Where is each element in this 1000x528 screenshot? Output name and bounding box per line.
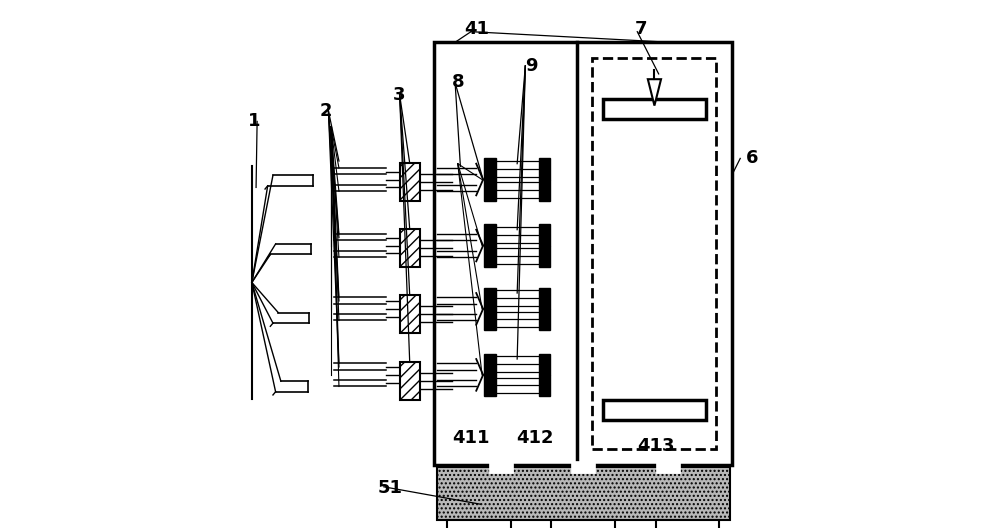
Bar bbox=[489, 461, 513, 473]
Bar bbox=[592, 58, 716, 449]
Bar bbox=[539, 180, 550, 201]
Bar bbox=[539, 158, 550, 180]
Text: 9: 9 bbox=[525, 57, 538, 75]
Bar bbox=[571, 461, 595, 473]
Bar bbox=[603, 400, 706, 420]
Bar bbox=[539, 309, 550, 330]
Text: 1: 1 bbox=[248, 112, 260, 130]
Text: 7: 7 bbox=[635, 20, 647, 38]
Bar bbox=[400, 229, 420, 267]
Bar bbox=[400, 295, 420, 333]
Text: 6: 6 bbox=[746, 149, 758, 167]
Bar bbox=[484, 375, 496, 396]
Bar bbox=[484, 288, 496, 309]
Bar bbox=[434, 42, 732, 465]
Bar bbox=[447, 520, 511, 528]
Text: 413: 413 bbox=[637, 437, 675, 455]
Text: 41: 41 bbox=[464, 20, 489, 38]
Bar bbox=[400, 362, 420, 400]
Bar bbox=[484, 180, 496, 201]
Bar bbox=[539, 375, 550, 396]
Bar bbox=[539, 246, 550, 267]
Text: 411: 411 bbox=[452, 429, 490, 447]
Bar bbox=[484, 158, 496, 180]
Text: 8: 8 bbox=[451, 73, 464, 91]
Text: 2: 2 bbox=[319, 102, 332, 120]
Polygon shape bbox=[648, 79, 661, 106]
Bar bbox=[437, 467, 730, 520]
Bar bbox=[400, 163, 420, 201]
Bar bbox=[484, 354, 496, 375]
Bar bbox=[539, 288, 550, 309]
Bar bbox=[484, 246, 496, 267]
Bar bbox=[484, 224, 496, 246]
Bar bbox=[656, 520, 719, 528]
Bar bbox=[484, 309, 496, 330]
Bar bbox=[603, 99, 706, 119]
Text: 3: 3 bbox=[393, 86, 405, 104]
Text: 412: 412 bbox=[516, 429, 553, 447]
Bar bbox=[539, 354, 550, 375]
Bar bbox=[539, 224, 550, 246]
Bar bbox=[656, 461, 680, 473]
Bar bbox=[551, 520, 615, 528]
Text: 51: 51 bbox=[378, 479, 403, 497]
